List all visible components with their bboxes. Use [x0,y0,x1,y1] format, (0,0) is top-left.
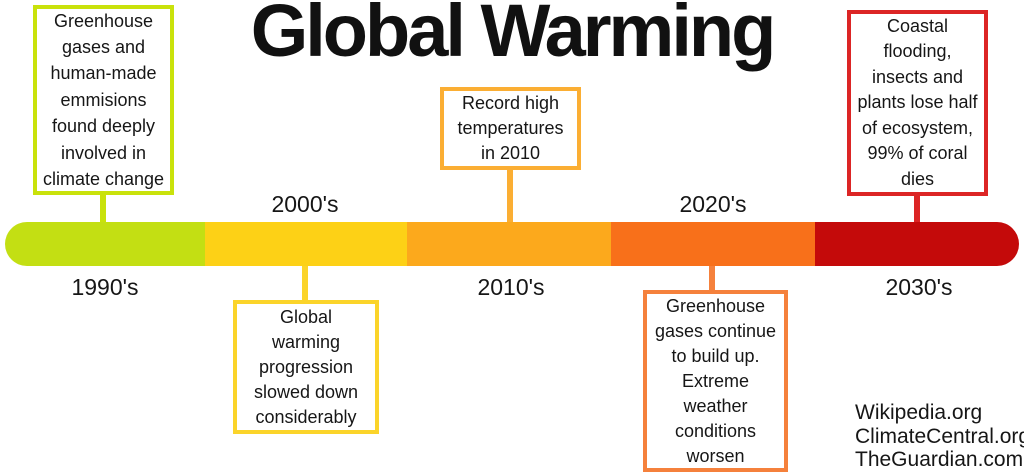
decade-label-1990s: 1990's [71,274,139,300]
timeline-segment-2010s [407,222,611,266]
callout-progression-slowed-text: Global warming progression slowed down c… [253,306,359,427]
sources-list: Wikipedia.org ClimateCentral.org TheGuar… [855,401,1024,472]
source-wikipedia: Wikipedia.org [855,401,983,424]
decade-label-2030s: 2030's [885,274,953,300]
connector-gases-build-up [709,264,715,292]
timeline-segment-2020s [611,222,815,266]
timeline-segment-2000s [205,222,407,266]
connector-progression-slowed [302,264,308,302]
callout-coastal-flooding: Coastal flooding, insects and plants los… [847,10,988,196]
page-title: Global Warming [250,0,777,72]
callout-greenhouse-emissions-text: Greenhouse gases and human-made emmision… [42,10,165,190]
source-climatecentral: ClimateCentral.org [855,424,1024,448]
source-theguardian: TheGuardian.com [855,448,1024,471]
timeline-segment-1990s [5,222,205,266]
decade-label-2020s: 2020's [679,191,747,217]
callout-gases-build-up-text: Greenhouse gases continue to build up. E… [654,295,777,466]
timeline-bar [5,222,1019,266]
connector-record-temperatures [507,168,513,224]
callout-progression-slowed: Global warming progression slowed down c… [233,300,379,434]
callout-greenhouse-emissions: Greenhouse gases and human-made emmision… [33,5,174,195]
decade-label-2000s: 2000's [271,191,339,217]
callout-gases-build-up: Greenhouse gases continue to build up. E… [643,290,788,472]
callout-record-temperatures: Record high temperatures in 2010 [440,87,581,170]
connector-coastal-flooding [914,194,920,224]
callout-coastal-flooding-text: Coastal flooding, insects and plants los… [857,15,978,189]
connector-greenhouse-emissions [100,193,106,223]
decade-label-2010s: 2010's [477,274,545,300]
callout-record-temperatures-text: Record high temperatures in 2010 [457,93,564,163]
timeline-segment-2030s [815,222,1019,266]
